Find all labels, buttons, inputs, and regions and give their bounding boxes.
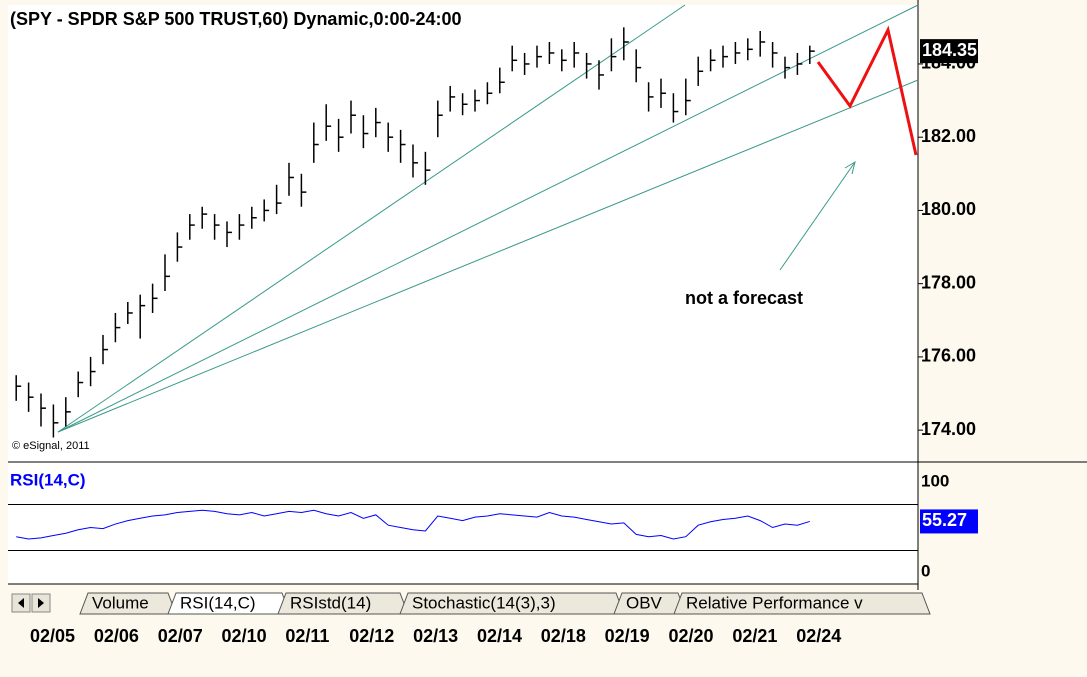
y-tick-label: 182.00: [921, 126, 976, 146]
last-price-label: 184.35: [922, 40, 977, 60]
x-tick-label: 02/12: [349, 626, 394, 646]
fan-lines: [57, 4, 919, 433]
y-tick-label: 176.00: [921, 346, 976, 366]
tab[interactable]: [673, 592, 931, 615]
arrow-icon: [38, 598, 44, 608]
x-tick-label: 02/07: [158, 626, 203, 646]
x-tick-label: 02/21: [732, 626, 777, 646]
tab-label: Volume: [92, 593, 149, 612]
x-tick-label: 02/18: [541, 626, 586, 646]
projection-drawing: [816, 25, 918, 156]
tab-label: Stochastic(14(3),3): [412, 593, 556, 612]
tab-bar: Volume RSI(14,C) RSIstd(14) Stochastic(14(3…: [11, 592, 931, 615]
watermark: © eSignal, 2011: [12, 440, 90, 452]
rsi-line: [16, 509, 810, 540]
x-tick-label: 02/11: [285, 626, 329, 646]
x-tick-label: 02/24: [796, 626, 841, 646]
x-tick-label: 02/10: [222, 626, 267, 646]
x-tick-label: 02/05: [30, 626, 75, 646]
chart-title: (SPY - SPDR S&P 500 TRUST,60) Dynamic,0:…: [10, 9, 462, 29]
arrow-icon: [18, 598, 24, 608]
rsi-panel: [8, 462, 918, 584]
tab-label: RSIstd(14): [290, 593, 371, 612]
tab-label: OBV: [626, 593, 663, 612]
x-tick-label: 02/14: [477, 626, 522, 646]
tab-label: RSI(14,C): [180, 593, 256, 612]
x-tick-label: 02/06: [94, 626, 139, 646]
last-value-label: 55.27: [922, 510, 967, 530]
last-value-box: [920, 509, 978, 534]
last-price-box: [920, 39, 978, 64]
y-tick-label: 100: [921, 471, 949, 490]
tab-label: Relative Performance v: [686, 593, 863, 612]
annotation: not a forecast: [685, 288, 803, 308]
rsi-title: RSI(14,C): [10, 470, 86, 489]
y-tick-label: 178.00: [921, 272, 976, 292]
x-tick-label: 02/19: [605, 626, 650, 646]
y-tick-label: 0: [921, 561, 930, 580]
y-tick-label: 174.00: [921, 419, 976, 439]
x-tick-label: 02/13: [413, 626, 458, 646]
y-tick-label: 180.00: [921, 199, 976, 219]
price-panel: [8, 5, 918, 462]
x-tick-label: 02/20: [669, 626, 714, 646]
